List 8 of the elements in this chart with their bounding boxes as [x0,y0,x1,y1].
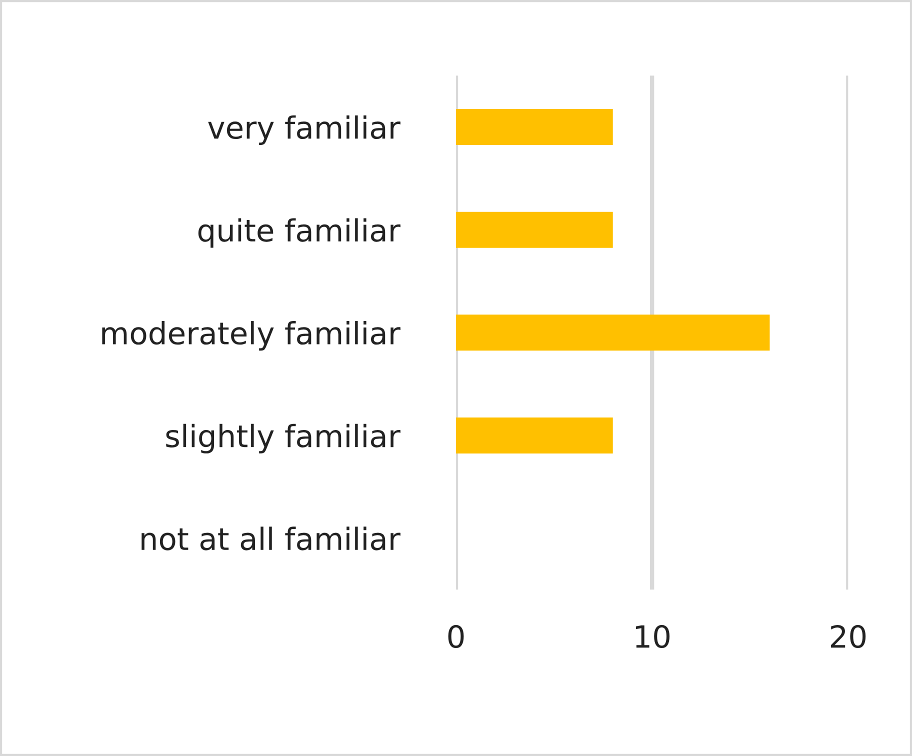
y-tick-label: quite familiar [198,218,400,248]
x-tick-label: 10 [636,624,670,648]
y-tick-label: slightly familiar [166,424,400,454]
y-tick-label: very familiar [208,115,400,145]
x-tick-label: 20 [830,624,866,648]
x-tick-label: 0 [448,624,464,648]
y-tick-label: not at all familiar [142,526,400,550]
y-tick-label: moderately familiar [102,321,400,351]
